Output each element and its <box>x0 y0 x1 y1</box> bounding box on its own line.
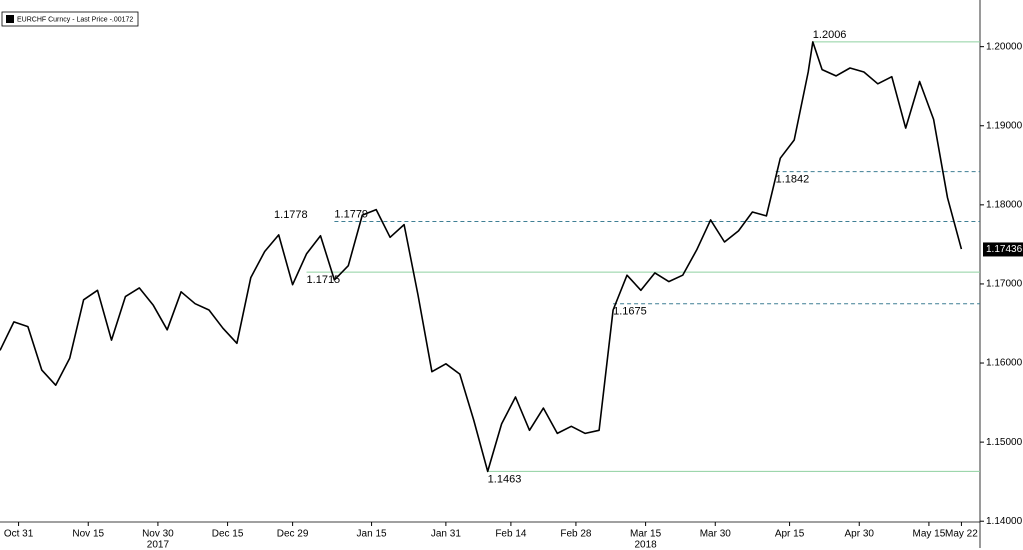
x-tick-label: Oct 31 <box>4 529 34 540</box>
x-tick-label: Nov 30 <box>142 529 174 540</box>
y-tick-label: 1.15000 <box>986 437 1023 448</box>
level-label: 1.1779 <box>334 208 368 220</box>
x-tick-label: May 15 <box>913 529 946 540</box>
last-price-box <box>983 242 1023 257</box>
x-tick-label: Mar 15 <box>630 529 662 540</box>
x-tick-label: Feb 14 <box>495 529 527 540</box>
x-tick-label: Nov 15 <box>72 529 104 540</box>
x-tick-label: May 22 <box>945 529 978 540</box>
year-label: 2017 <box>147 540 170 550</box>
x-tick-label: Apr 30 <box>845 529 875 540</box>
x-tick-label: Dec 29 <box>277 529 309 540</box>
level-label: 1.1842 <box>776 174 810 186</box>
level-label: 1.1463 <box>488 473 522 485</box>
y-tick-label: 1.17000 <box>986 279 1023 290</box>
x-tick-label: Jan 31 <box>431 529 461 540</box>
y-tick-label: 1.18000 <box>986 199 1023 210</box>
x-tick-label: Mar 30 <box>700 529 732 540</box>
year-label: 2018 <box>634 540 657 550</box>
level-label: 1.2006 <box>813 29 847 41</box>
y-tick-label: 1.14000 <box>986 516 1023 527</box>
last-price-label: 1.17436 <box>986 244 1023 255</box>
price-line <box>0 41 963 473</box>
y-tick-label: 1.20000 <box>986 41 1023 52</box>
level-label: 1.1675 <box>613 306 647 318</box>
legend-label: EURCHF Curncy - Last Price -.00172 <box>17 16 133 23</box>
level-label: 1.1778 <box>274 209 308 221</box>
y-tick-label: 1.19000 <box>986 120 1023 131</box>
x-tick-label: Jan 15 <box>357 529 387 540</box>
level-label: 1.1715 <box>307 274 341 286</box>
x-tick-label: Feb 28 <box>560 529 592 540</box>
x-tick-label: Dec 15 <box>212 529 244 540</box>
legend-swatch <box>6 15 14 23</box>
x-tick-label: Apr 15 <box>775 529 805 540</box>
legend-box <box>1 11 139 27</box>
y-tick-label: 1.16000 <box>986 358 1023 369</box>
